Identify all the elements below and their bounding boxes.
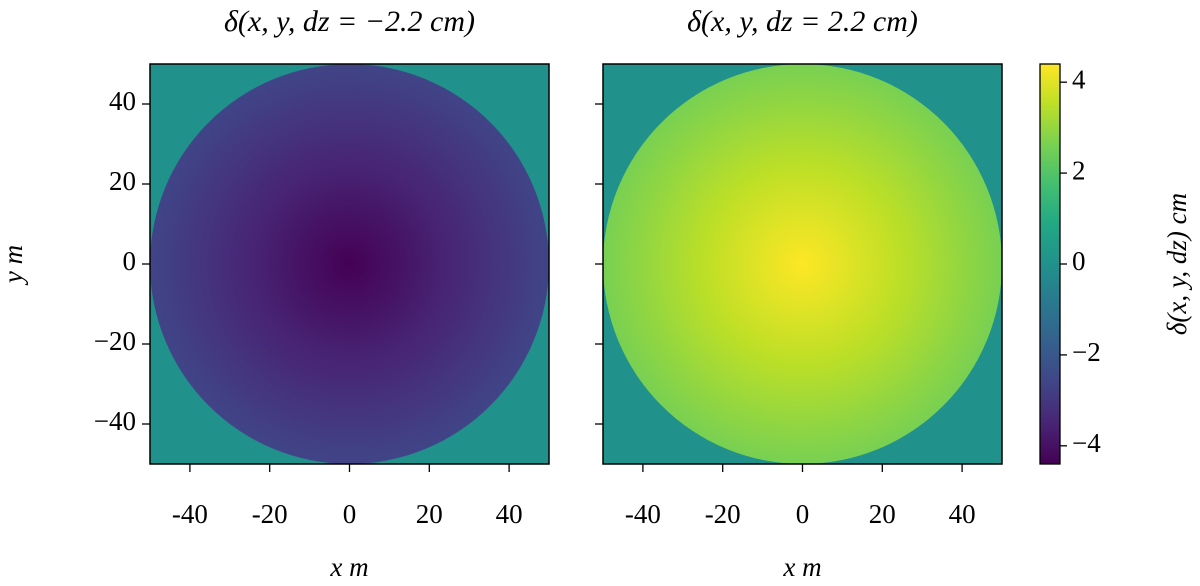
x-tick-label: 0 [796,499,810,529]
colorbar-tick-label: 4 [1072,64,1086,94]
disk [150,64,549,464]
disk [603,64,1002,464]
x-tick-label: -40 [625,499,661,529]
x-tick-label: 20 [416,499,443,529]
chart-title: δ(x, y, dz = −2.2 cm) [224,5,475,38]
chart-title: δ(x, y, dz = 2.2 cm) [687,5,918,38]
y-tick-label: −20 [94,326,136,356]
x-tick-label: -20 [252,499,288,529]
y-tick-label: 20 [109,166,136,196]
x-axis-label: x m [329,552,368,582]
x-tick-label: 40 [496,499,523,529]
colorbar-tick-label: −4 [1072,428,1101,458]
colorbar-tick-label: 2 [1072,155,1086,185]
x-tick-label: 0 [343,499,357,529]
colorbar-tick-label: −2 [1072,337,1101,367]
y-tick-label: 40 [109,86,136,116]
colorbar-tick-label: 0 [1072,246,1086,276]
x-axis-label: x m [782,552,821,582]
x-tick-label: -40 [172,499,208,529]
colorbar-label: δ(x, y, dz) cm [1162,193,1192,335]
x-tick-label: 40 [949,499,976,529]
x-tick-label: -20 [705,499,741,529]
x-tick-label: 20 [869,499,896,529]
y-axis-label: y m [0,245,28,286]
colorbar [1039,63,1061,465]
y-tick-label: −40 [94,406,136,436]
y-tick-label: 0 [123,246,137,276]
